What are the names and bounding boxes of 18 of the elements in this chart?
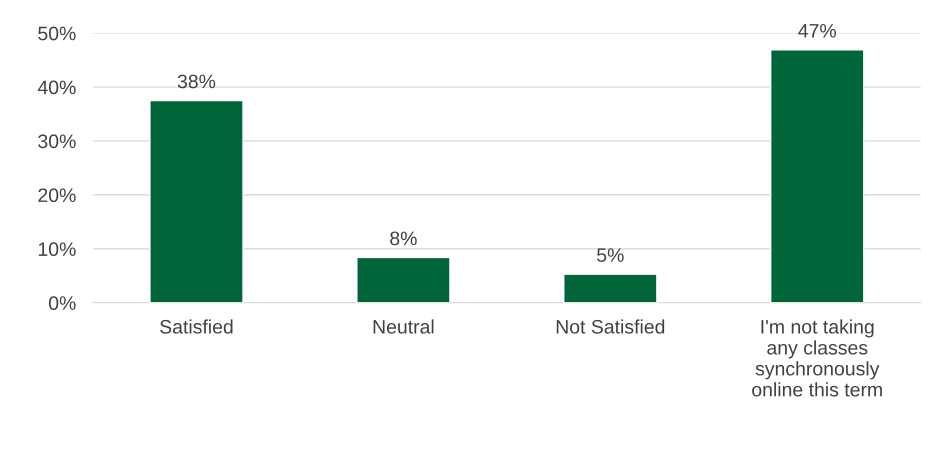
bar	[356, 256, 451, 303]
y-tick-label: 40%	[38, 80, 76, 94]
y-tick-label: 0%	[48, 296, 76, 310]
data-label: 5%	[597, 248, 624, 262]
bar	[770, 49, 864, 303]
data-label: 47%	[798, 24, 836, 38]
data-label: 38%	[178, 74, 216, 88]
data-label: 8%	[390, 231, 417, 246]
bar	[149, 100, 244, 303]
y-tick-label: 20%	[38, 188, 76, 202]
x-tick-label: Satisfied	[160, 319, 232, 334]
y-tick-label: 50%	[38, 26, 76, 40]
x-tick-label: I'm not taking any classes synchronously online this term	[752, 319, 882, 396]
y-tick-label: 30%	[38, 134, 76, 148]
y-tick-label: 10%	[38, 242, 76, 256]
x-tick-label: Neutral	[374, 319, 434, 334]
bar	[563, 273, 658, 303]
x-tick-label: Not Satisfied	[556, 319, 664, 334]
